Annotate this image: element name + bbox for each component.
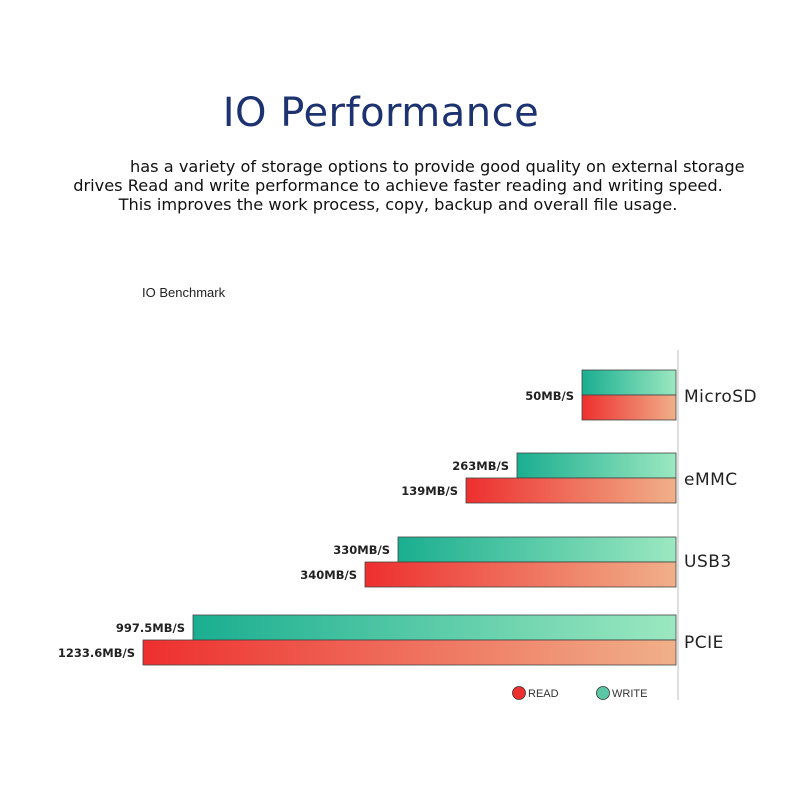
value-label-read-usb3: 340MB/S [300, 568, 357, 582]
bar-write-usb3 [397, 536, 677, 563]
category-label-emmc: eMMC [684, 470, 738, 490]
bar-read-microsd [581, 394, 677, 421]
legend: READ WRITE [512, 686, 647, 700]
bar-read-emmc [465, 477, 677, 504]
value-label-write-pcie: 997.5MB/S [116, 621, 185, 635]
value-label-write-emmc: 263MB/S [452, 459, 509, 473]
value-label-read-emmc: 139MB/S [401, 484, 458, 498]
value-label-read-microsd: 50MB/S [525, 389, 574, 403]
bar-read-usb3 [364, 561, 677, 588]
legend-swatch-write [596, 686, 610, 700]
chart-title: IO Benchmark [142, 285, 226, 300]
description-line-3: This improves the work process, copy, ba… [118, 195, 678, 214]
bar-write-emmc [516, 452, 677, 479]
category-label-usb3: USB3 [684, 552, 732, 572]
category-label-microsd: MicroSD [684, 387, 757, 407]
value-label-write-usb3: 330MB/S [333, 543, 390, 557]
bar-write-microsd [581, 369, 677, 396]
page-title: IO Performance [222, 90, 540, 136]
legend-label-write: WRITE [612, 688, 647, 700]
bar-write-pcie [192, 614, 677, 641]
description-line-1: has a variety of storage options to prov… [130, 157, 745, 176]
description-line-2: drives Read and write performance to ach… [73, 176, 723, 195]
value-label-read-pcie: 1233.6MB/S [58, 646, 135, 660]
description: has a variety of storage options to prov… [20, 157, 776, 214]
category-label-pcie: PCIE [684, 633, 724, 653]
bar-read-pcie [142, 639, 677, 666]
legend-swatch-read [512, 686, 526, 700]
legend-label-read: READ [528, 688, 559, 700]
